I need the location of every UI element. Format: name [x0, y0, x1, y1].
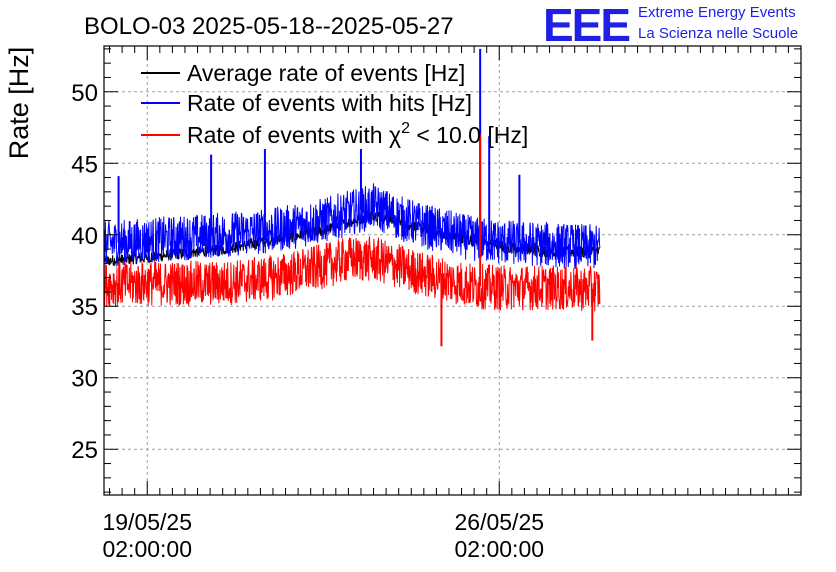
- logo-line-1: Extreme Energy Events: [638, 4, 796, 21]
- logo-line-2: La Scienza nelle Scuole: [638, 25, 799, 42]
- x-tick-date: 26/05/25: [455, 509, 545, 535]
- legend-label: Rate of events with hits [Hz]: [187, 90, 472, 116]
- y-tick-label: 50: [71, 80, 98, 107]
- series-line: [104, 236, 601, 312]
- y-tick-label: 30: [71, 366, 98, 393]
- legend-label: Rate of events with χ2 < 10.0 [Hz]: [187, 120, 528, 148]
- eee-logo: EEE: [543, 0, 631, 51]
- series-line: [104, 183, 601, 269]
- x-tick-date: 19/05/25: [102, 509, 192, 535]
- x-tick-time: 02:00:00: [102, 536, 192, 562]
- chart-title: BOLO-03 2025-05-18--2025-05-27: [84, 13, 454, 40]
- legend-label: Average rate of events [Hz]: [187, 60, 465, 86]
- y-axis-label: Rate [Hz]: [4, 47, 34, 160]
- x-tick-time: 02:00:00: [455, 536, 545, 562]
- y-tick-label: 25: [71, 437, 98, 464]
- y-tick-label: 35: [71, 294, 98, 321]
- y-tick-label: 45: [71, 151, 98, 178]
- plot-frame: [103, 45, 802, 496]
- y-tick-label: 40: [71, 223, 98, 250]
